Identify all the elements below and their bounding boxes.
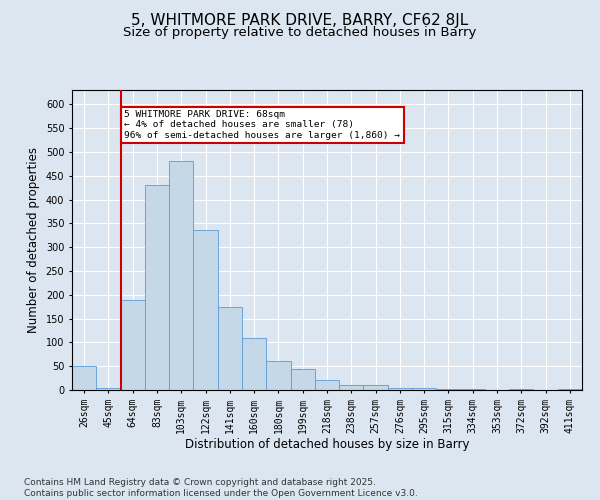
- Bar: [72, 366, 96, 390]
- Bar: [388, 388, 412, 390]
- Bar: [315, 380, 339, 390]
- Text: Size of property relative to detached houses in Barry: Size of property relative to detached ho…: [124, 26, 476, 39]
- Bar: [339, 385, 364, 390]
- Text: Contains HM Land Registry data © Crown copyright and database right 2025.
Contai: Contains HM Land Registry data © Crown c…: [24, 478, 418, 498]
- Bar: [364, 385, 388, 390]
- Bar: [290, 368, 315, 390]
- Bar: [145, 185, 169, 390]
- Bar: [412, 388, 436, 390]
- Bar: [121, 300, 145, 390]
- X-axis label: Distribution of detached houses by size in Barry: Distribution of detached houses by size …: [185, 438, 469, 452]
- Bar: [558, 388, 582, 390]
- Bar: [436, 388, 461, 390]
- Bar: [242, 338, 266, 390]
- Text: 5 WHITMORE PARK DRIVE: 68sqm
← 4% of detached houses are smaller (78)
96% of sem: 5 WHITMORE PARK DRIVE: 68sqm ← 4% of det…: [124, 110, 400, 140]
- Bar: [169, 162, 193, 390]
- Bar: [461, 389, 485, 390]
- Bar: [509, 388, 533, 390]
- Text: 5, WHITMORE PARK DRIVE, BARRY, CF62 8JL: 5, WHITMORE PARK DRIVE, BARRY, CF62 8JL: [131, 12, 469, 28]
- Bar: [218, 306, 242, 390]
- Y-axis label: Number of detached properties: Number of detached properties: [27, 147, 40, 333]
- Bar: [266, 362, 290, 390]
- Bar: [193, 230, 218, 390]
- Bar: [96, 388, 121, 390]
